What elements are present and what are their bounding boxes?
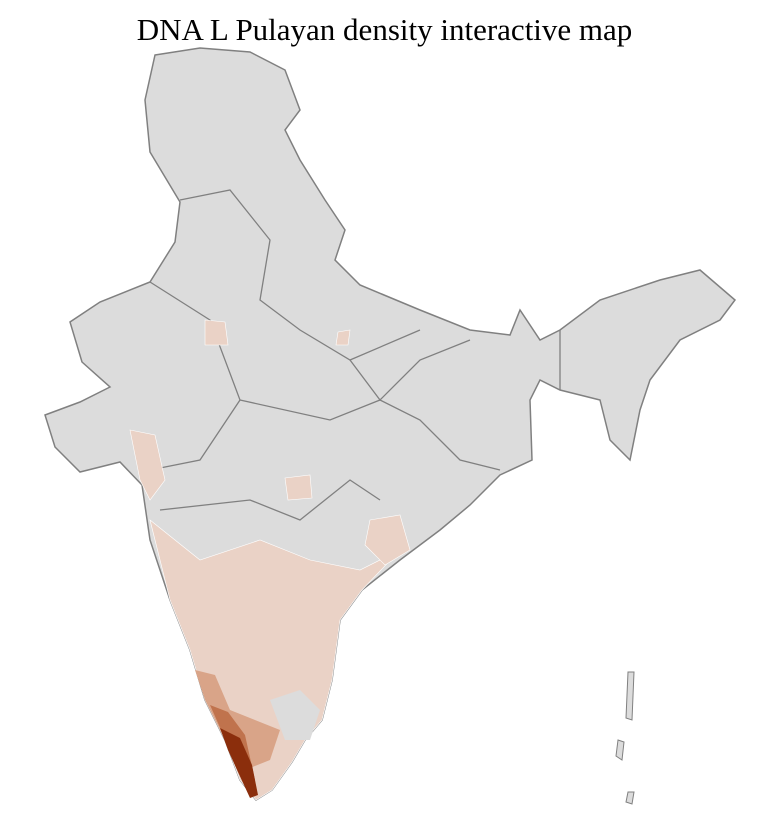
region-grey-tn[interactable] [270, 690, 320, 740]
region-low-west[interactable] [129, 429, 166, 501]
region-very-high[interactable] [220, 728, 258, 798]
region-low-central[interactable] [284, 474, 313, 501]
region-medium[interactable] [195, 670, 280, 770]
density-regions [129, 319, 411, 801]
region-low-east[interactable] [364, 514, 411, 566]
region-low-north[interactable] [204, 319, 229, 346]
region-low-south[interactable] [149, 519, 401, 801]
region-low-up[interactable] [335, 329, 351, 346]
islands [615, 671, 635, 805]
map-title: DNA L Pulayan density interactive map [136, 12, 633, 47]
